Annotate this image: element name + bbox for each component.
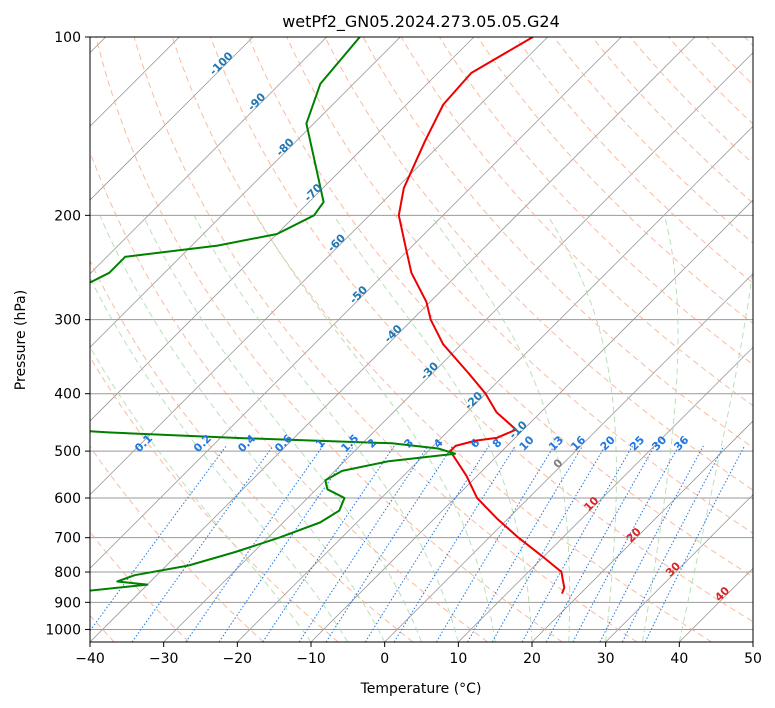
isotherm-line <box>605 494 753 642</box>
moist-adiabat-line <box>142 215 422 642</box>
moist-adiabat-line <box>90 276 349 642</box>
isotherm-line <box>237 125 753 642</box>
y-tick-label: 700 <box>54 531 81 547</box>
moist-adiabat-line <box>90 346 312 642</box>
y-tick-label: 1000 <box>45 622 81 638</box>
mixing-ratio-line <box>185 445 324 642</box>
mixing-ratio-line <box>491 445 606 642</box>
mixing-ratio-line <box>325 445 454 642</box>
x-tick-label: −30 <box>149 651 179 667</box>
moist-adiabat-line <box>430 215 571 642</box>
dry-adiabat-line <box>133 37 638 642</box>
dry-adiabat-line <box>248 37 753 578</box>
x-tick-label: −10 <box>296 651 326 667</box>
y-tick-label: 400 <box>54 387 81 403</box>
dry-adiabat-line <box>324 37 753 491</box>
x-tick-label: 40 <box>670 651 688 667</box>
isotherm-line <box>90 37 401 348</box>
isotherm-line <box>163 52 753 642</box>
mixing-ratio-line <box>621 445 725 642</box>
background-lines <box>90 37 753 642</box>
moist-adiabat-line <box>333 215 533 642</box>
dry-adiabat-line <box>95 37 563 642</box>
isotherm-line <box>384 273 753 642</box>
axis-ticks: −40 −30 −20 −10 0 10 20 30 40 50 100 200 300 400 500 60… <box>45 30 762 667</box>
x-axis-label: Temperature (°C) <box>360 681 482 697</box>
dry-adiabat-line <box>210 37 753 623</box>
dry-adiabat-line <box>362 37 753 449</box>
mixing-ratio-line <box>298 445 429 642</box>
mixing-ratio-line <box>131 445 274 642</box>
y-tick-label: 300 <box>54 313 81 329</box>
y-tick-label: 900 <box>54 595 81 611</box>
dry-adiabat-line <box>90 259 414 642</box>
dry-adiabat-line <box>515 37 753 284</box>
y-tick-label: 600 <box>54 491 81 507</box>
y-tick-label: 100 <box>54 30 81 46</box>
moist-adiabat-line <box>642 215 679 642</box>
plot-frame <box>89 36 754 643</box>
moist-adiabat-line <box>99 215 386 642</box>
dry-adiabat-line <box>591 37 753 204</box>
dry-adiabat-line <box>171 37 712 642</box>
moist-adiabat-line <box>678 264 753 642</box>
isotherm-line <box>458 346 753 642</box>
isotherm-line <box>90 37 254 201</box>
mixing-ratio-line <box>435 445 555 642</box>
dry-adiabat-line <box>90 445 264 642</box>
mixing-ratio-line <box>644 445 746 642</box>
moist-adiabat-line <box>547 215 617 642</box>
temperature-profile-line <box>397 37 566 594</box>
dry-adiabat-line <box>477 37 753 325</box>
y-axis-label: Pressure (hPa) <box>13 290 29 390</box>
isotherm-line <box>90 37 696 642</box>
profile-lines <box>90 37 566 594</box>
x-tick-label: −20 <box>223 651 253 667</box>
y-tick-label: 200 <box>54 208 81 224</box>
chart-title: wetPf2_GN05.2024.273.05.05.G24 <box>282 12 560 32</box>
x-tick-label: −40 <box>75 651 105 667</box>
dewpoint-profile-line <box>90 37 457 592</box>
x-tick-label: 50 <box>744 651 762 667</box>
mixing-ratio-line <box>218 445 355 642</box>
isotherm-line <box>531 420 753 642</box>
isotherm-line <box>90 37 327 275</box>
isotherm-line <box>90 37 548 496</box>
isotherm-line <box>90 37 475 422</box>
moist-adiabat-line <box>193 215 459 642</box>
dry-adiabat-line <box>629 37 753 165</box>
mixing-ratio-line <box>467 445 584 642</box>
y-tick-label: 800 <box>54 565 81 581</box>
x-tick-label: 0 <box>380 651 389 667</box>
mixing-ratio-line <box>545 445 656 642</box>
x-tick-label: 20 <box>523 651 541 667</box>
mixing-ratio-line <box>262 445 395 642</box>
dry-adiabat-line <box>400 37 753 407</box>
y-tick-label: 500 <box>54 444 81 460</box>
x-tick-label: 30 <box>597 651 615 667</box>
isotherm-line <box>90 37 622 569</box>
x-tick-label: 10 <box>449 651 467 667</box>
